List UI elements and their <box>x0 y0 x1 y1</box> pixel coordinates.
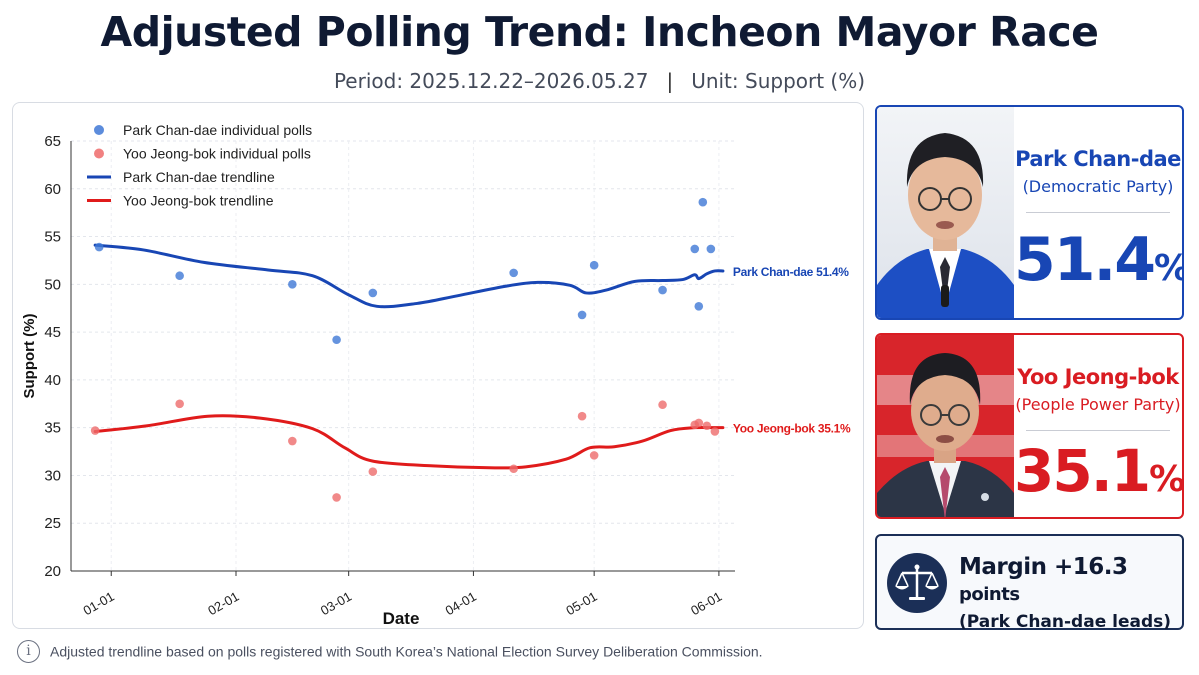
candidate-photo-yoo <box>877 335 1014 517</box>
candidate-percent-park: 51.4% <box>1014 225 1182 295</box>
park-chan-dae-individual-polls-point <box>698 197 708 207</box>
park-chan-dae-individual-polls-point <box>694 302 704 311</box>
y-tick-label: 65 <box>44 133 61 150</box>
legend-label: Yoo Jeong-bok trendline <box>123 193 274 209</box>
candidate-party-park: (Democratic Party) <box>1022 177 1174 196</box>
park-chan-dae-individual-polls-point <box>94 242 104 252</box>
yoo-jeong-bok-individual-polls-point <box>710 427 720 436</box>
percent-value-park: 51.4 <box>1014 225 1156 295</box>
page-subtitle: Period: 2025.12.22–2026.05.27 | Unit: Supp… <box>0 69 1199 93</box>
yoo-jeong-bok-individual-polls-point <box>175 399 184 409</box>
candidate-percent-yoo: 35.1% <box>1014 437 1182 505</box>
park-chan-dae-individual-polls-point <box>288 280 297 289</box>
y-tick-label: 40 <box>44 372 61 389</box>
yoo-jeong-bok-individual-polls-point <box>332 493 341 502</box>
yoo-jeong-bok-individual-polls-point <box>589 451 599 460</box>
candidate-name-park: Park Chan-dae <box>1015 147 1181 171</box>
y-tick-label: 35 <box>44 420 61 437</box>
candidate-info-yoo: Yoo Jeong-bok (People Power Party) 35.1% <box>1014 335 1182 517</box>
info-icon: i <box>17 640 40 663</box>
card-divider <box>1026 430 1170 431</box>
scales-icon <box>887 553 947 613</box>
candidate-name-yoo: Yoo Jeong-bok <box>1017 365 1179 389</box>
card-divider <box>1026 212 1170 213</box>
yoo-jeong-bok-individual-polls-point <box>368 467 378 476</box>
footnote: i Adjusted trendline based on polls regis… <box>17 640 763 663</box>
margin-leader: (Park Chan-dae leads) <box>959 612 1172 632</box>
yoo-jeong-bok-individual-polls-point <box>509 464 518 474</box>
x-tick-label: 03-01 <box>318 589 354 619</box>
yoo-jeong-bok-individual-polls-point <box>90 426 100 435</box>
margin-label: Margin +16.3 <box>959 554 1128 580</box>
page-title: Adjusted Polling Trend: Incheon Mayor Ra… <box>100 8 1099 56</box>
percent-sign-yoo: % <box>1149 459 1184 500</box>
margin-value: Margin +16.3 points <box>959 554 1179 606</box>
legend-label: Park Chan-dae individual polls <box>123 122 312 138</box>
x-tick-label: 05-01 <box>563 589 599 619</box>
park-chan-dae-individual-polls-point <box>175 271 184 281</box>
y-tick-label: 50 <box>44 276 61 293</box>
y-tick-label: 25 <box>44 515 61 532</box>
yoo-jeong-bok-individual-polls-point <box>702 421 712 431</box>
unit-text: Unit: Support (%) <box>691 69 866 93</box>
period-text: Period: 2025.12.22–2026.05.27 <box>333 69 649 93</box>
percent-sign-park: % <box>1154 248 1182 289</box>
y-tick-label: 55 <box>44 229 61 246</box>
legend-label: Park Chan-dae trendline <box>123 169 275 185</box>
yoo-jeong-bok-individual-polls-point <box>694 418 704 428</box>
park-chan-dae-individual-polls-point <box>509 268 518 278</box>
yoo-jeong-bok-trendline-end-label: Yoo Jeong-bok 35.1% <box>733 422 851 436</box>
subtitle-separator: | <box>666 69 674 93</box>
park-chan-dae-individual-polls-point <box>658 285 667 295</box>
y-tick-label: 60 <box>44 181 61 198</box>
legend-label: Yoo Jeong-bok individual polls <box>123 146 311 162</box>
park-chan-dae-individual-polls-point <box>690 244 700 254</box>
chart-panel: 20 25 30 35 40 45 50 55 60 65 01-01 02-01 03-01 04-01… <box>12 102 864 629</box>
park-chan-dae-individual-polls-point <box>589 260 599 270</box>
candidate-photo-park <box>877 107 1014 318</box>
margin-unit: points <box>959 584 1020 605</box>
polling-chart: 20 25 30 35 40 45 50 55 60 65 01-01 02-01 03-01 04-01… <box>21 118 851 628</box>
park-chan-dae-individual-polls-point <box>332 335 341 345</box>
legend-marker <box>94 125 104 135</box>
margin-box: Margin +16.3 points (Park Chan-dae leads… <box>875 534 1184 632</box>
y-axis-label: Support (%) <box>21 314 38 399</box>
yoo-jeong-bok-individual-polls-point <box>288 436 297 446</box>
legend-marker <box>94 148 104 159</box>
candidate-card-yoo: Yoo Jeong-bok (People Power Party) 35.1% <box>875 333 1184 519</box>
park-chan-dae-individual-polls-point <box>577 310 587 320</box>
candidate-card-park: Park Chan-dae (Democratic Party) 51.4% <box>875 105 1184 320</box>
park-chan-dae-trendline <box>93 243 725 309</box>
y-tick-label: 30 <box>44 467 61 484</box>
y-tick-label: 20 <box>44 563 61 580</box>
x-tick-label: 01-01 <box>80 589 116 619</box>
margin-text: Margin +16.3 points (Park Chan-dae leads… <box>959 554 1179 632</box>
yoo-jeong-bok-trendline <box>93 414 725 470</box>
percent-value-yoo: 35.1 <box>1014 437 1151 505</box>
candidate-party-yoo: (People Power Party) <box>1015 395 1181 414</box>
footnote-text: Adjusted trendline based on polls regist… <box>50 643 763 660</box>
x-tick-label: 02-01 <box>205 589 241 619</box>
legend-anchor <box>81 118 82 119</box>
park-chan-dae-individual-polls-point <box>368 288 378 298</box>
park-chan-dae-trendline-end-label: Park Chan-dae 51.4% <box>733 265 849 279</box>
yoo-jeong-bok-individual-polls-point <box>658 400 667 410</box>
x-tick-label: 06-01 <box>688 589 724 619</box>
y-tick-label: 45 <box>44 324 61 341</box>
candidate-info-park: Park Chan-dae (Democratic Party) 51.4% <box>1014 107 1182 318</box>
x-axis-label: Date <box>383 609 420 628</box>
yoo-jeong-bok-individual-polls-point <box>577 411 587 421</box>
park-chan-dae-individual-polls-point <box>706 244 716 254</box>
x-tick-label: 04-01 <box>443 589 479 619</box>
